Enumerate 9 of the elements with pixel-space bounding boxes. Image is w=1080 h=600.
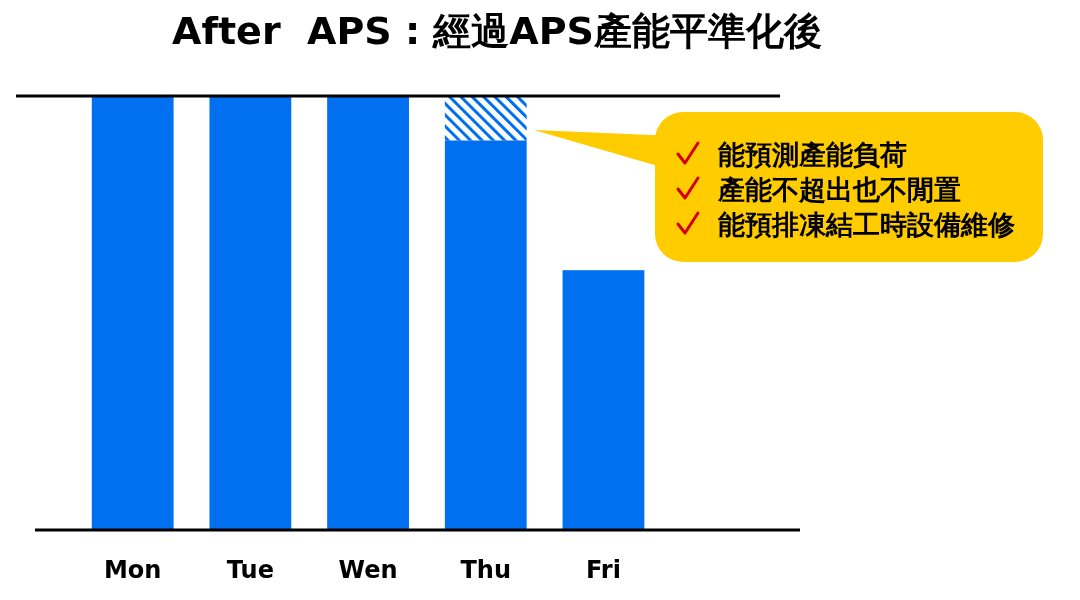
x-tick-label: Mon xyxy=(103,556,162,584)
x-tick-label: Fri xyxy=(585,556,621,584)
x-tick-label: Tue xyxy=(226,556,274,584)
text: 能預排凍結工時設備維修 xyxy=(718,209,1015,240)
x-tick-label: Thu xyxy=(460,556,512,584)
text: 產能不超出也不閒置 xyxy=(717,174,961,205)
chart-title: After APS : 經過APS產能平準化後 xyxy=(172,9,822,53)
text: 能預測產能負荷 xyxy=(718,139,907,170)
x-tick-label: Wen xyxy=(338,556,398,584)
